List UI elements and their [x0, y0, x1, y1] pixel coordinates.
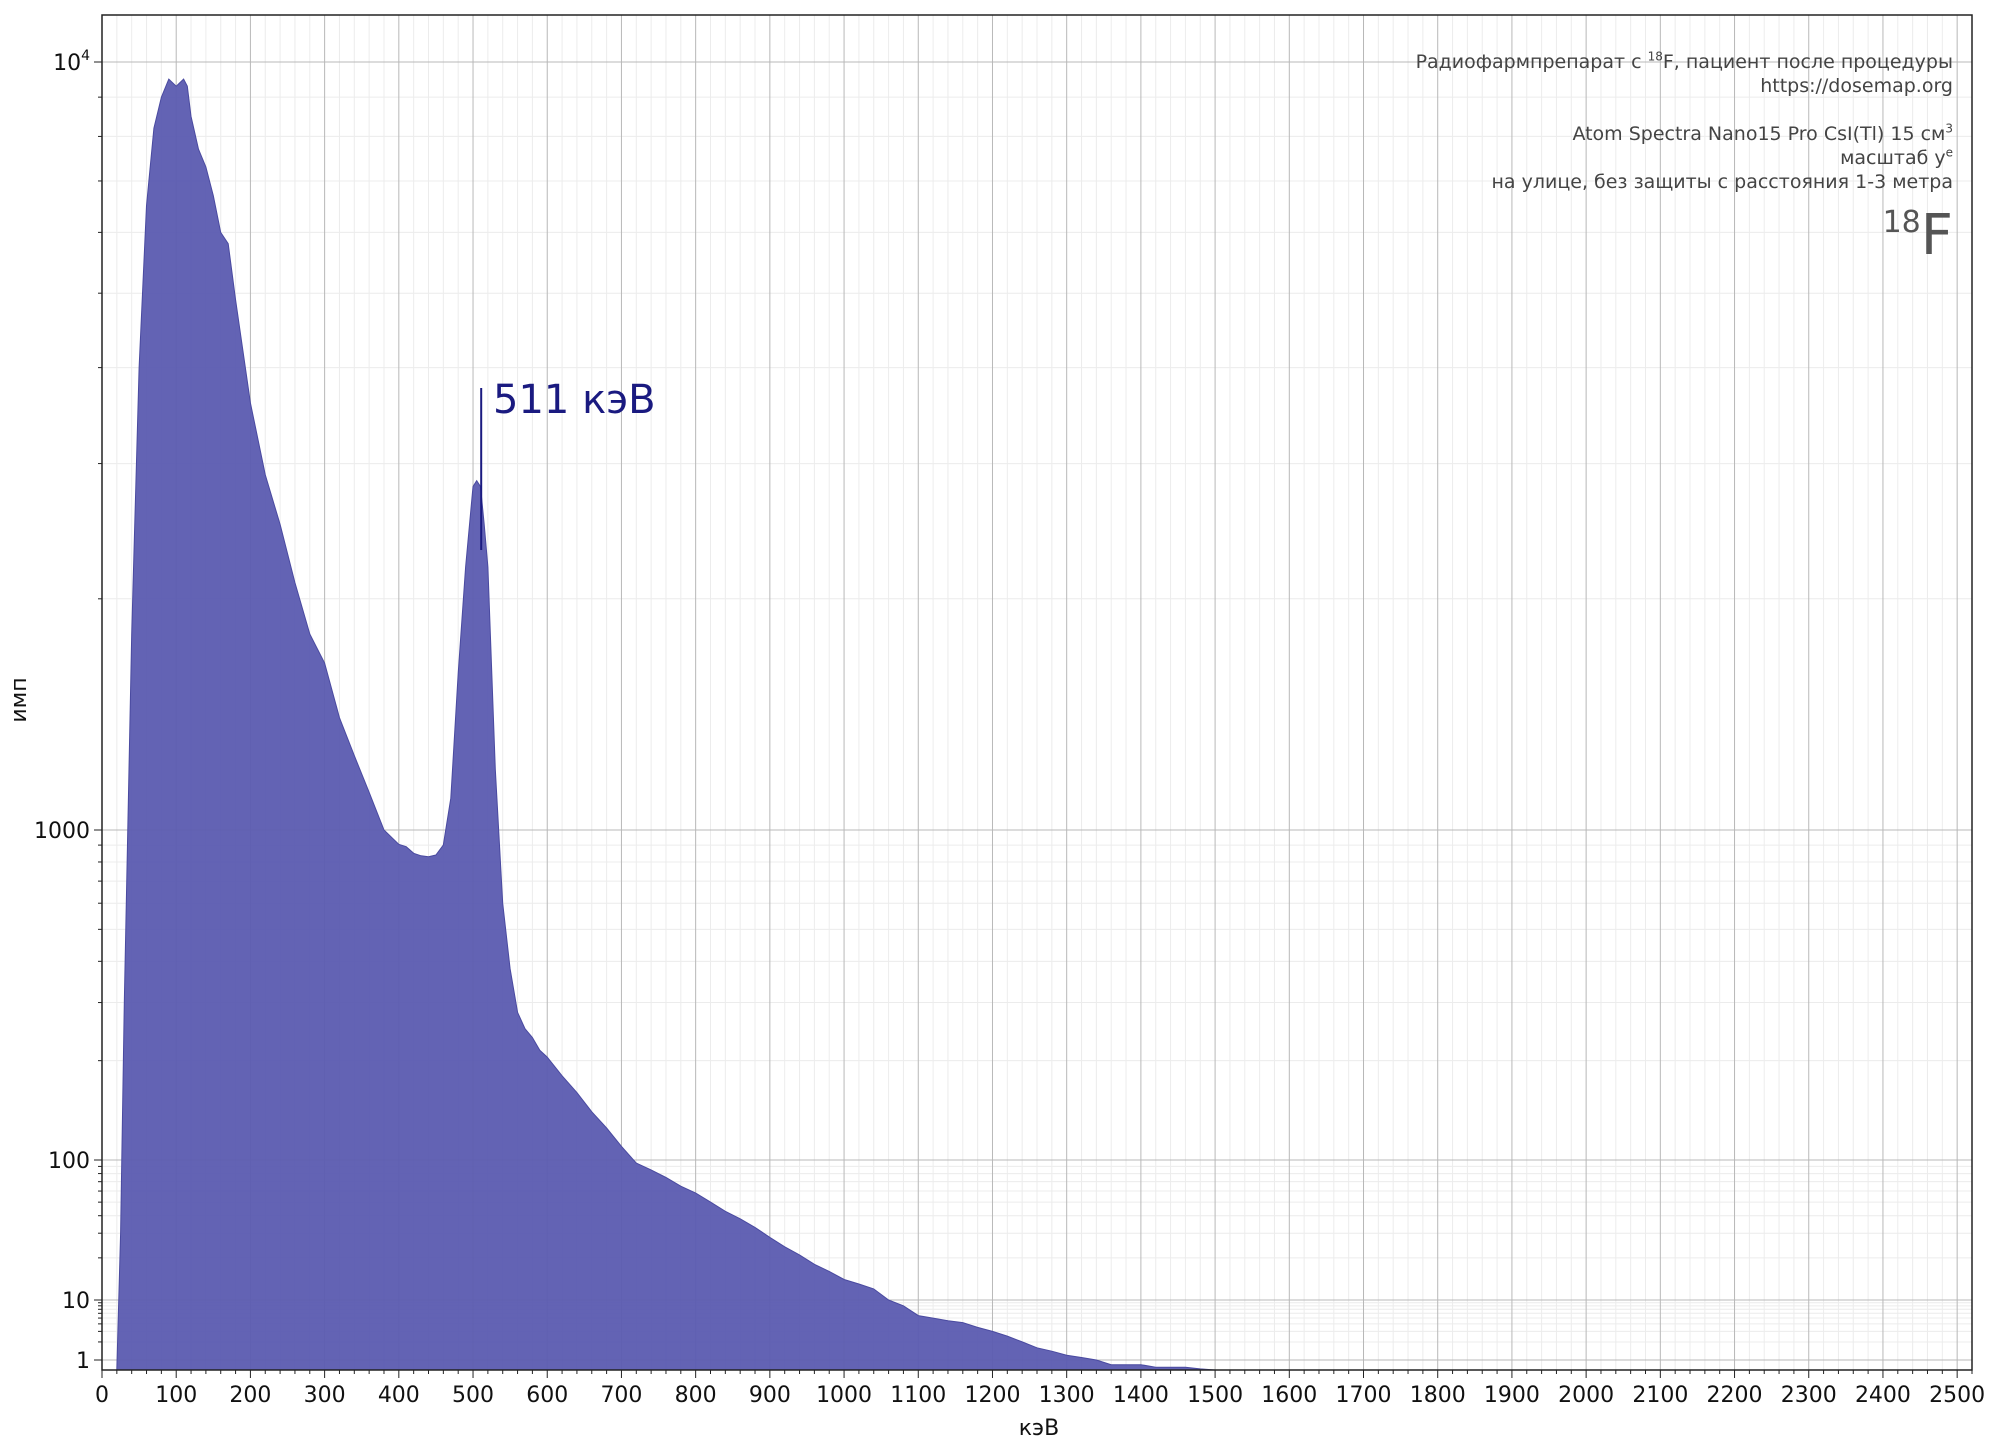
y-tick-label: 100	[48, 1149, 90, 1174]
x-tick-label: 300	[304, 1383, 346, 1408]
info-block: Радиофармпрепарат с 18F, пациент после п…	[1416, 50, 1953, 266]
x-tick-label: 1200	[964, 1383, 1020, 1408]
y-tick-label: 1000	[34, 819, 90, 844]
spectrum-area	[116, 78, 1216, 1371]
info-title: Радиофармпрепарат с 18F, пациент после п…	[1415, 49, 1953, 73]
x-tick-label: 2500	[1929, 1383, 1985, 1408]
x-tick-label: 500	[452, 1383, 494, 1408]
x-tick-label: 800	[675, 1383, 717, 1408]
x-tick-label: 1900	[1484, 1383, 1540, 1408]
x-tick-label: 1800	[1410, 1383, 1466, 1408]
x-axis-ticks: 0 100 200 300 400 500 600 700 800 900 1000 1100 1200…	[95, 1370, 1985, 1408]
x-tick-label: 700	[600, 1383, 642, 1408]
info-url: https://dosemap.org	[1760, 75, 1953, 97]
x-tick-label: 1500	[1187, 1383, 1243, 1408]
x-tick-label: 200	[229, 1383, 271, 1408]
info-scale: масштаб ye	[1840, 145, 1953, 169]
info-conditions: на улице, без защиты с расстояния 1-3 ме…	[1491, 171, 1953, 193]
x-tick-label: 400	[378, 1383, 420, 1408]
x-tick-label: 1300	[1039, 1383, 1095, 1408]
x-tick-label: 0	[95, 1383, 109, 1408]
x-tick-label: 2300	[1781, 1383, 1837, 1408]
x-tick-label: 1700	[1336, 1383, 1392, 1408]
x-tick-label: 1600	[1261, 1383, 1317, 1408]
spectrum-path	[116, 78, 1216, 1371]
y-axis-label: имп	[7, 677, 32, 722]
x-tick-label: 1100	[890, 1383, 946, 1408]
x-tick-label: 2200	[1707, 1383, 1763, 1408]
x-tick-label: 2000	[1558, 1383, 1614, 1408]
peak-label: 511 кэВ	[493, 377, 656, 423]
y-tick-label: 10	[62, 1289, 90, 1314]
isotope-symbol: 18F	[1882, 203, 1953, 268]
x-axis-label: кэВ	[1019, 1416, 1059, 1440]
x-tick-label: 900	[749, 1383, 791, 1408]
info-detector: Atom Spectra Nano15 Pro CsI(Tl) 15 см3	[1572, 121, 1953, 145]
y-axis-ticks: 1 10 100 1000 104	[34, 48, 102, 1374]
y-tick-label: 1	[76, 1349, 90, 1374]
x-tick-label: 2100	[1632, 1383, 1688, 1408]
x-tick-label: 1000	[816, 1383, 872, 1408]
x-tick-label: 100	[155, 1383, 197, 1408]
y-tick-label: 104	[53, 48, 90, 76]
x-tick-label: 1400	[1113, 1383, 1169, 1408]
x-tick-label: 600	[526, 1383, 568, 1408]
x-tick-label: 2400	[1855, 1383, 1911, 1408]
